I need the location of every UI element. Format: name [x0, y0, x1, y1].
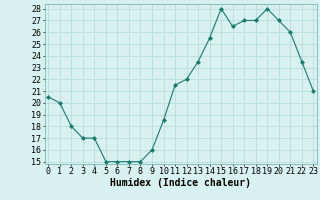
X-axis label: Humidex (Indice chaleur): Humidex (Indice chaleur) — [110, 178, 251, 188]
